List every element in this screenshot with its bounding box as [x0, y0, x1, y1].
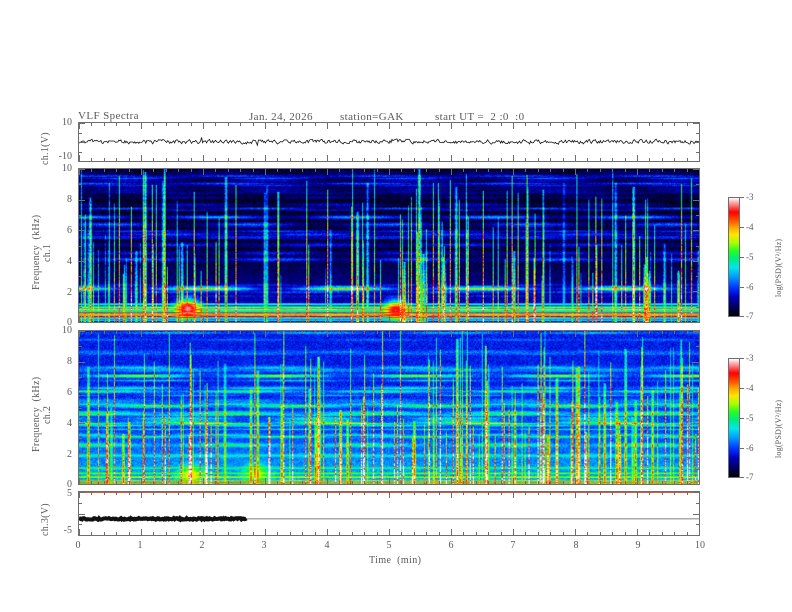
colorbar-ch1-tick-7: -7 — [746, 311, 754, 321]
ch2spec-channel-title: ch.2 — [42, 405, 53, 424]
colorbar-ch1-tick-3: -3 — [746, 192, 754, 202]
xtick-0: 0 — [75, 540, 81, 551]
ch1spec-ytick-0: 0 — [67, 317, 72, 328]
panel-ch1-waveform — [78, 122, 700, 162]
colorbar-ch2: -3 -4 -5 -6 -7 log(PSD)(V²/Hz) — [728, 354, 784, 482]
xtick-6: 6 — [448, 540, 454, 551]
xtick-5: 5 — [386, 540, 392, 551]
ch1spec-ytick-8: 8 — [67, 194, 72, 205]
panel-ch3-waveform — [78, 491, 700, 536]
colorbar-ch1-gradient — [728, 197, 740, 317]
ch1-ytick-neg: -10 — [58, 151, 72, 162]
ch2spec-frequency-title: Frequency (kHz) — [31, 376, 42, 452]
colorbar-ch1-title: log(PSD)(V²/Hz) — [774, 238, 783, 297]
colorbar-ch1: -3 -4 -5 -6 -7 log(PSD)(V²/Hz) — [728, 193, 784, 321]
ch2spec-ytick-0: 0 — [67, 479, 72, 490]
start-ut-label: start UT = 2 :0 :0 — [435, 111, 525, 123]
ch3-ytick-pos: 5 — [67, 488, 72, 499]
observation-date: Jan. 24, 2026 — [249, 111, 313, 123]
xtick-9: 9 — [635, 540, 641, 551]
colorbar-ch2-gradient — [728, 358, 740, 478]
ch1spec-ytick-10: 10 — [62, 163, 72, 174]
ch2spec-ytick-10: 10 — [62, 325, 72, 336]
ch2spec-ytick-2: 2 — [67, 449, 72, 460]
xtick-8: 8 — [573, 540, 579, 551]
ch2spec-ytick-4: 4 — [67, 418, 72, 429]
ch1spec-frequency-title: Frequency (kHz) — [31, 214, 42, 290]
colorbar-ch2-tick-5: -5 — [746, 413, 754, 423]
ch1spec-ytick-4: 4 — [67, 256, 72, 267]
ch1-spectrogram-image — [79, 169, 699, 322]
panel-ch1-spectrogram — [78, 168, 700, 323]
colorbar-ch2-title: log(PSD)(V²/Hz) — [774, 399, 783, 458]
colorbar-ch2-tick-7: -7 — [746, 472, 754, 482]
colorbar-ch2-tick-3: -3 — [746, 353, 754, 363]
colorbar-ch1-tick-4: -4 — [746, 222, 754, 232]
ch1spec-ytick-6: 6 — [67, 225, 72, 236]
colorbar-ch2-tick-6: -6 — [746, 443, 754, 453]
xtick-4: 4 — [324, 540, 330, 551]
xtick-1: 1 — [137, 540, 143, 551]
colorbar-ch2-tick-4: -4 — [746, 383, 754, 393]
xtick-3: 3 — [261, 540, 267, 551]
station-label: station=GAK — [340, 111, 404, 123]
ch3-axis-title: ch.3(V) — [40, 503, 51, 536]
figure-title: VLF Spectra — [78, 110, 139, 122]
ch3-ytick-neg: -5 — [63, 525, 72, 536]
panel-ch2-spectrogram — [78, 330, 700, 485]
colorbar-ch1-tick-6: -6 — [746, 282, 754, 292]
xtick-2: 2 — [199, 540, 205, 551]
ch1-axis-title: ch.1(V) — [40, 132, 51, 165]
ch1-ytick-pos: 10 — [62, 117, 72, 128]
ch2spec-ytick-8: 8 — [67, 356, 72, 367]
colorbar-ch1-tick-5: -5 — [746, 252, 754, 262]
xaxis-title: Time (min) — [369, 555, 422, 566]
ch1spec-ytick-2: 2 — [67, 287, 72, 298]
ch1spec-channel-title: ch.1 — [42, 243, 53, 262]
xtick-10: 10 — [695, 540, 705, 551]
ch1-waveform-trace — [79, 137, 699, 147]
ch2-spectrogram-image — [79, 331, 699, 484]
ch2spec-ytick-6: 6 — [67, 387, 72, 398]
xtick-7: 7 — [510, 540, 516, 551]
